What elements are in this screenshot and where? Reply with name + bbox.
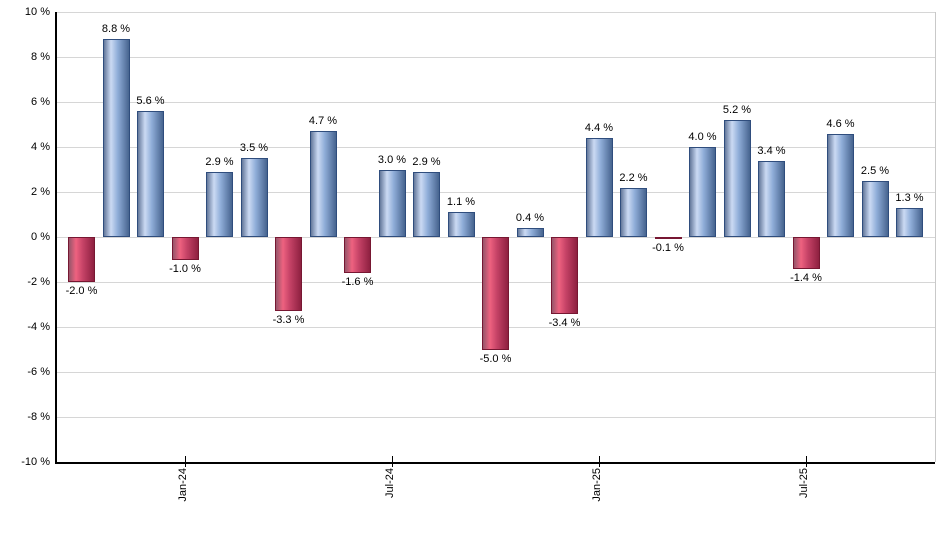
bar-positive bbox=[447, 212, 475, 237]
bar-value-label: 1.1 % bbox=[446, 196, 476, 209]
bar-value-label: 2.9 % bbox=[412, 155, 441, 168]
y-axis-tick-label: 6 % bbox=[31, 96, 50, 108]
bar-positive bbox=[585, 138, 613, 237]
bar-negative bbox=[792, 237, 820, 269]
bar-positive bbox=[240, 158, 268, 237]
bar-value-label: 5.6 % bbox=[136, 95, 165, 107]
bar-value-label: -3.3 % bbox=[272, 314, 305, 327]
gridline bbox=[55, 192, 935, 193]
bar-negative bbox=[275, 237, 302, 312]
x-axis-tick-label: Jul-25 bbox=[798, 468, 810, 498]
x-axis-tick-mark bbox=[806, 456, 807, 467]
bar-value-label: 1.3 % bbox=[895, 191, 924, 204]
x-axis-tick-mark bbox=[185, 456, 186, 467]
bar-value-label: -5.0 % bbox=[479, 352, 512, 365]
y-axis-tick-label: 4 % bbox=[31, 141, 50, 153]
gridline bbox=[55, 57, 935, 58]
y-axis-tick-label: -2 % bbox=[27, 276, 50, 288]
y-axis-tick-label: 2 % bbox=[31, 186, 50, 198]
bar-value-label: -0.1 % bbox=[652, 242, 684, 255]
bar-value-label: 5.2 % bbox=[722, 104, 752, 116]
gridline bbox=[55, 147, 935, 148]
bar-positive bbox=[102, 39, 130, 237]
bar-negative bbox=[68, 237, 95, 282]
x-axis-tick-mark bbox=[599, 456, 600, 467]
bar-value-label: 2.5 % bbox=[860, 164, 890, 177]
bar-value-label: -1.0 % bbox=[169, 262, 201, 275]
bar-positive bbox=[723, 120, 751, 237]
x-axis-tick-mark bbox=[392, 456, 393, 467]
plot-right-border bbox=[935, 12, 936, 462]
y-axis-tick-label: 8 % bbox=[31, 51, 50, 63]
bar-value-label: -3.4 % bbox=[548, 316, 581, 329]
y-axis-tick-label: 0 % bbox=[31, 231, 50, 243]
gridline bbox=[55, 102, 935, 103]
bar-value-label: 4.4 % bbox=[584, 122, 614, 134]
bar-value-label: 0.4 % bbox=[515, 212, 545, 224]
bar-positive bbox=[516, 228, 544, 237]
y-axis-tick-label: -8 % bbox=[27, 411, 50, 423]
bar-positive bbox=[137, 111, 164, 237]
y-axis-tick-label: -4 % bbox=[27, 321, 50, 333]
bar-positive bbox=[827, 133, 854, 237]
gridline bbox=[55, 12, 935, 13]
x-axis-tick-label: Jan-25 bbox=[591, 468, 603, 502]
y-axis-tick-label: 10 % bbox=[24, 6, 50, 18]
bar-value-label: 2.9 % bbox=[205, 155, 234, 168]
y-axis-tick-label: -10 % bbox=[21, 456, 50, 468]
bar-value-label: 8.8 % bbox=[101, 23, 131, 35]
bar-positive bbox=[620, 187, 647, 237]
x-axis-line bbox=[55, 462, 935, 464]
bar-positive bbox=[413, 171, 440, 237]
bar-value-label: 3.5 % bbox=[239, 142, 269, 155]
bar-negative bbox=[551, 237, 578, 314]
y-axis-tick-label: -6 % bbox=[27, 366, 50, 378]
bar-positive bbox=[758, 160, 785, 237]
x-axis-tick-label: Jan-24 bbox=[177, 468, 189, 502]
bar-positive bbox=[378, 169, 406, 237]
bar-positive bbox=[309, 131, 337, 237]
bar-negative bbox=[482, 237, 509, 350]
bar-value-label: 4.6 % bbox=[826, 117, 855, 130]
bar-positive bbox=[689, 147, 716, 237]
bar-positive bbox=[896, 207, 923, 237]
bar-positive bbox=[206, 171, 233, 237]
bar-positive bbox=[861, 180, 889, 237]
gridline bbox=[55, 417, 935, 418]
bar-value-label: 2.2 % bbox=[619, 171, 648, 184]
bar-value-label: 4.7 % bbox=[308, 115, 338, 128]
y-axis-line bbox=[55, 12, 57, 462]
bar-negative bbox=[654, 237, 682, 240]
bar-value-label: -2.0 % bbox=[65, 285, 98, 297]
gridline bbox=[55, 372, 935, 373]
bar-negative bbox=[344, 237, 371, 273]
x-axis-tick-label: Jul-24 bbox=[384, 468, 396, 498]
bar-value-label: 4.0 % bbox=[688, 131, 717, 143]
bar-value-label: 3.4 % bbox=[757, 144, 786, 157]
bar-negative bbox=[171, 237, 199, 260]
bar-value-label: -1.6 % bbox=[341, 276, 374, 288]
bar-value-label: 3.0 % bbox=[377, 153, 407, 166]
bar-value-label: -1.4 % bbox=[790, 271, 822, 284]
